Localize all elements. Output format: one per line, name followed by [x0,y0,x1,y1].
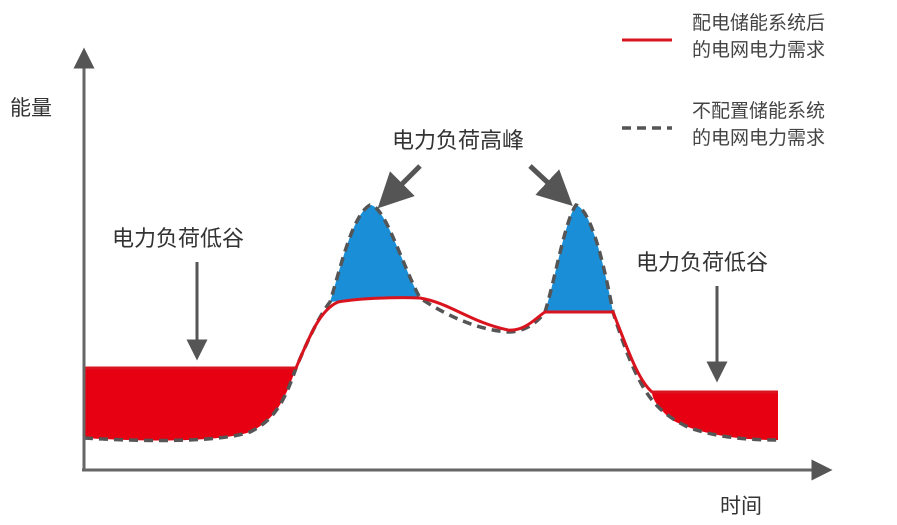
peak-left-arrow [377,164,422,209]
x-axis-label: 时间 [720,494,762,518]
peak-right-arrow [528,164,573,206]
demand-with-storage-line [84,296,778,394]
legend-with-storage-line1: 配电储能系统后 [692,12,826,34]
valley-right-annotation: 电力负荷低谷 [636,251,769,276]
peak-fill-right [545,205,613,312]
legend-without-storage-line2: 的电网电力需求 [692,127,826,149]
valley-fill-left [84,368,296,441]
peak-fill-left [330,205,420,302]
legend-without-storage: 不配置储能系统 的电网电力需求 [692,98,825,152]
y-axis-label: 能量 [10,96,52,120]
demand-without-storage-line [83,202,779,443]
valley-fill-right [652,392,778,440]
legend-with-storage-line2: 的电网电力需求 [692,39,826,61]
valley-left-annotation: 电力负荷低谷 [112,227,245,252]
legend-with-storage: 配电储能系统后 的电网电力需求 [692,10,825,64]
peak-annotation: 电力负荷高峰 [392,129,525,154]
legend-without-storage-line1: 不配置储能系统 [692,100,826,122]
